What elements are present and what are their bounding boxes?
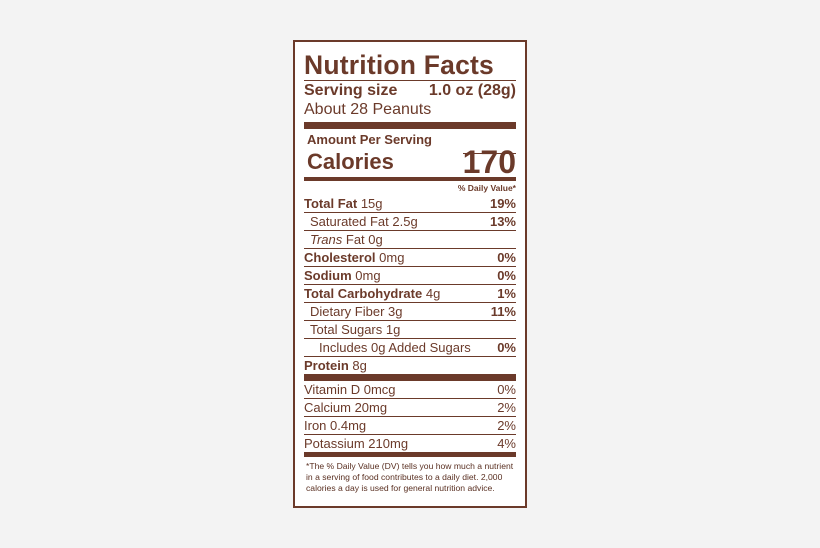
vitamin-name: Calcium 20mg — [304, 400, 388, 415]
title: Nutrition Facts — [304, 50, 494, 80]
vitamin-name: Potassium 210mg — [304, 436, 409, 451]
nutrient-amount: 0mg — [379, 250, 405, 265]
nutrient-label: Trans Fat 0g — [304, 231, 383, 248]
calories-row: Calories 170 — [304, 144, 516, 180]
daily-value: 13% — [489, 214, 516, 229]
nutrient-name: Dietary Fiber 3g — [310, 304, 403, 319]
vitamin-row: Potassium 210mg 4% — [304, 434, 516, 452]
medium-bar — [304, 452, 516, 457]
nutrient-label: Includes 0g Added Sugars — [304, 339, 471, 356]
vitamins: Vitamin D 0mcg 0% Calcium 20mg 2% Iron 0.4mg… — [304, 381, 516, 452]
nutrient-label: Total Sugars 1g — [304, 321, 400, 338]
vitamin-row: Calcium 20mg 2% — [304, 398, 516, 416]
vitamin-row: Vitamin D 0mcg 0% — [304, 381, 516, 398]
thick-bar — [304, 122, 516, 129]
daily-value: 0% — [497, 250, 516, 265]
nutrient-row: Total Sugars 1g — [304, 320, 516, 338]
calories-label: Calories — [307, 149, 394, 174]
nutrient-row: Total Fat 15g 19% — [304, 195, 516, 212]
daily-value: 2% — [497, 418, 516, 433]
nutrition-label: Nutrition Facts Serving size 1.0 oz (28g… — [293, 40, 527, 508]
nutrient-row: Protein 8g — [304, 356, 516, 374]
divider — [304, 80, 516, 81]
daily-value: 19% — [489, 196, 516, 211]
nutrient-row: Cholesterol 0mg 0% — [304, 248, 516, 266]
daily-value: 0% — [497, 340, 516, 355]
nutrient-amount: 15g — [360, 196, 383, 211]
nutrient-name: Total Sugars 1g — [310, 322, 401, 337]
nutrient-name: Protein — [304, 358, 349, 373]
daily-value: 0% — [497, 268, 516, 283]
nutrient-label: Protein 8g — [304, 357, 367, 374]
nutrient-name: Total Fat — [304, 196, 358, 211]
amount-per-serving: Amount Per Serving — [307, 132, 432, 147]
nutrients: Total Fat 15g 19% Saturated Fat 2.5g 13% Tra… — [304, 195, 516, 374]
nutrient-name: Saturated Fat 2.5g — [310, 214, 418, 229]
nutrient-name: Trans — [310, 232, 343, 247]
nutrient-label: Saturated Fat 2.5g — [304, 213, 418, 230]
serving-row: Serving size 1.0 oz (28g) — [304, 81, 516, 100]
daily-value: 11% — [490, 304, 516, 319]
nutrient-row: Dietary Fiber 3g 11% — [304, 302, 516, 320]
nutrient-label: Total Fat 15g — [304, 195, 383, 212]
daily-value: 1% — [497, 286, 516, 301]
nutrient-row: Trans Fat 0g — [304, 230, 516, 248]
daily-value-header: % Daily Value* — [457, 183, 516, 193]
serving-label: Serving size — [304, 81, 398, 99]
daily-value: 2% — [497, 400, 516, 415]
serving-value: 1.0 oz (28g) — [428, 81, 516, 99]
nutrient-row: Total Carbohydrate 4g 1% — [304, 284, 516, 302]
nutrient-amount: 8g — [352, 358, 367, 373]
vitamin-name: Vitamin D 0mcg — [304, 382, 396, 397]
nutrient-amount: 4g — [425, 286, 441, 301]
footnote: *The % Daily Value (DV) tells you how mu… — [306, 461, 514, 493]
nutrient-name: Total Carbohydrate — [304, 286, 423, 301]
nutrient-label: Cholesterol 0mg — [304, 249, 404, 266]
nutrient-label: Sodium 0mg — [304, 267, 381, 284]
nutrient-row: Sodium 0mg 0% — [304, 266, 516, 284]
nutrient-amount: Fat 0g — [345, 232, 383, 247]
daily-value: 4% — [497, 436, 516, 451]
nutrient-label: Dietary Fiber 3g — [304, 303, 402, 320]
per-container: About 28 Peanuts — [304, 101, 432, 118]
nutrient-label: Total Carbohydrate 4g — [304, 285, 440, 302]
thick-bar — [304, 374, 516, 381]
nutrient-amount: 0mg — [355, 268, 381, 283]
nutrient-name: Includes 0g Added Sugars — [319, 340, 471, 355]
medium-bar — [304, 177, 516, 181]
vitamin-row: Iron 0.4mg 2% — [304, 416, 516, 434]
daily-value: 0% — [497, 382, 516, 397]
nutrient-row: Saturated Fat 2.5g 13% — [304, 212, 516, 230]
nutrient-name: Sodium — [304, 268, 352, 283]
nutrient-name: Cholesterol — [304, 250, 376, 265]
calories-value: 170 — [462, 144, 516, 180]
vitamin-name: Iron 0.4mg — [304, 418, 367, 433]
label-content: Nutrition Facts Serving size 1.0 oz (28g… — [304, 50, 516, 494]
nutrient-row: Includes 0g Added Sugars 0% — [304, 338, 516, 356]
